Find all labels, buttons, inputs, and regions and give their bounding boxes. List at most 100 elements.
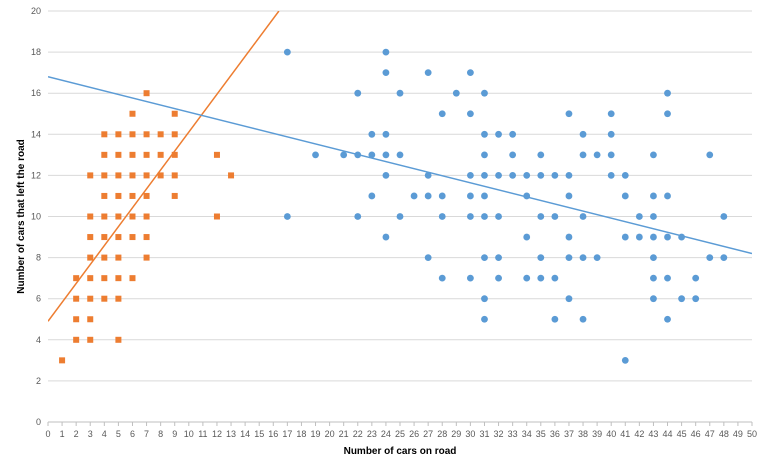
x-tick-label: 41 xyxy=(620,429,630,439)
x-tick-label: 49 xyxy=(733,429,743,439)
data-point-square xyxy=(129,213,136,220)
data-point-circle xyxy=(467,69,474,77)
data-point-square xyxy=(87,295,94,302)
data-point-circle xyxy=(593,151,601,159)
x-tick-label: 31 xyxy=(479,429,489,439)
data-point-circle xyxy=(368,192,376,200)
data-point-circle xyxy=(551,274,559,282)
x-tick-label: 16 xyxy=(268,429,278,439)
x-tick-label: 43 xyxy=(648,429,658,439)
data-point-square xyxy=(101,151,108,158)
data-point-circle xyxy=(481,192,488,200)
data-point-square xyxy=(115,275,122,282)
data-point-circle xyxy=(664,192,671,200)
data-point-circle xyxy=(481,130,488,138)
data-point-circle xyxy=(664,110,671,118)
data-point-square xyxy=(228,172,235,179)
data-point-circle xyxy=(692,274,700,282)
data-point-circle xyxy=(481,172,488,179)
data-point-circle xyxy=(635,213,643,220)
trendlines xyxy=(48,11,752,322)
data-point-circle xyxy=(382,130,390,138)
x-tick-label: 27 xyxy=(423,429,433,439)
data-point-circle xyxy=(664,233,671,241)
x-tick-label: 33 xyxy=(508,429,518,439)
data-point-circle xyxy=(551,315,559,323)
x-tick-label: 35 xyxy=(536,429,546,439)
data-point-square xyxy=(129,110,136,117)
data-points xyxy=(59,48,728,364)
data-point-square xyxy=(101,172,108,179)
data-point-circle xyxy=(396,89,404,97)
data-point-square xyxy=(101,234,108,241)
x-tick-label: 2 xyxy=(74,429,79,439)
x-tick-label: 12 xyxy=(212,429,222,439)
data-point-circle xyxy=(678,233,685,241)
data-point-square xyxy=(171,110,178,117)
data-point-square xyxy=(59,357,66,364)
data-point-circle xyxy=(607,172,615,179)
data-point-circle xyxy=(382,69,390,77)
data-point-circle xyxy=(565,192,573,200)
data-point-square xyxy=(115,131,122,138)
data-point-circle xyxy=(481,213,488,220)
y-tick-label: 18 xyxy=(31,47,41,57)
data-point-circle xyxy=(438,213,446,220)
data-point-circle xyxy=(565,254,573,261)
data-point-circle xyxy=(537,274,545,282)
data-point-circle xyxy=(664,315,671,323)
x-tick-label: 17 xyxy=(282,429,292,439)
data-point-circle xyxy=(424,192,432,200)
data-point-square xyxy=(129,192,136,199)
x-tick-label: 24 xyxy=(381,429,391,439)
data-point-circle xyxy=(495,172,502,179)
x-tick-label: 40 xyxy=(606,429,616,439)
data-point-circle xyxy=(283,48,291,56)
data-point-circle xyxy=(607,130,615,138)
data-point-circle xyxy=(551,172,559,179)
x-tick-label: 0 xyxy=(45,429,50,439)
data-point-circle xyxy=(678,295,685,303)
data-point-circle xyxy=(354,89,362,97)
data-point-circle xyxy=(537,151,545,159)
data-point-circle xyxy=(579,213,587,220)
x-tick-label: 22 xyxy=(353,429,363,439)
data-point-circle xyxy=(340,151,348,159)
data-point-square xyxy=(115,234,122,241)
data-point-square xyxy=(101,131,108,138)
data-point-square xyxy=(171,192,178,199)
data-point-circle xyxy=(607,110,615,118)
x-tick-label: 34 xyxy=(522,429,532,439)
x-tick-label: 30 xyxy=(465,429,475,439)
data-point-circle xyxy=(382,172,390,179)
data-point-square xyxy=(129,234,136,241)
data-point-circle xyxy=(706,151,714,159)
x-tick-label: 48 xyxy=(719,429,729,439)
data-point-circle xyxy=(382,48,390,56)
x-tick-label: 46 xyxy=(691,429,701,439)
data-point-square xyxy=(171,131,178,138)
data-point-circle xyxy=(621,356,629,364)
data-point-circle xyxy=(438,110,446,118)
data-point-circle xyxy=(664,274,671,282)
data-point-square xyxy=(87,213,94,220)
x-tick-label: 37 xyxy=(564,429,574,439)
data-point-circle xyxy=(635,233,643,241)
y-tick-label: 6 xyxy=(36,294,41,304)
x-tick-label: 38 xyxy=(578,429,588,439)
y-tick-label: 16 xyxy=(31,88,41,98)
data-point-circle xyxy=(523,172,531,179)
data-point-square xyxy=(115,254,122,261)
data-point-circle xyxy=(467,110,474,118)
data-point-circle xyxy=(438,274,446,282)
data-point-circle xyxy=(481,254,488,261)
x-tick-label: 32 xyxy=(494,429,504,439)
data-point-circle xyxy=(523,274,531,282)
data-point-circle xyxy=(481,151,488,159)
data-point-square xyxy=(143,131,150,138)
data-point-circle xyxy=(410,192,418,200)
data-point-square xyxy=(157,131,164,138)
data-point-square xyxy=(213,213,220,220)
x-tick-label: 47 xyxy=(705,429,715,439)
x-tick-label: 6 xyxy=(130,429,135,439)
